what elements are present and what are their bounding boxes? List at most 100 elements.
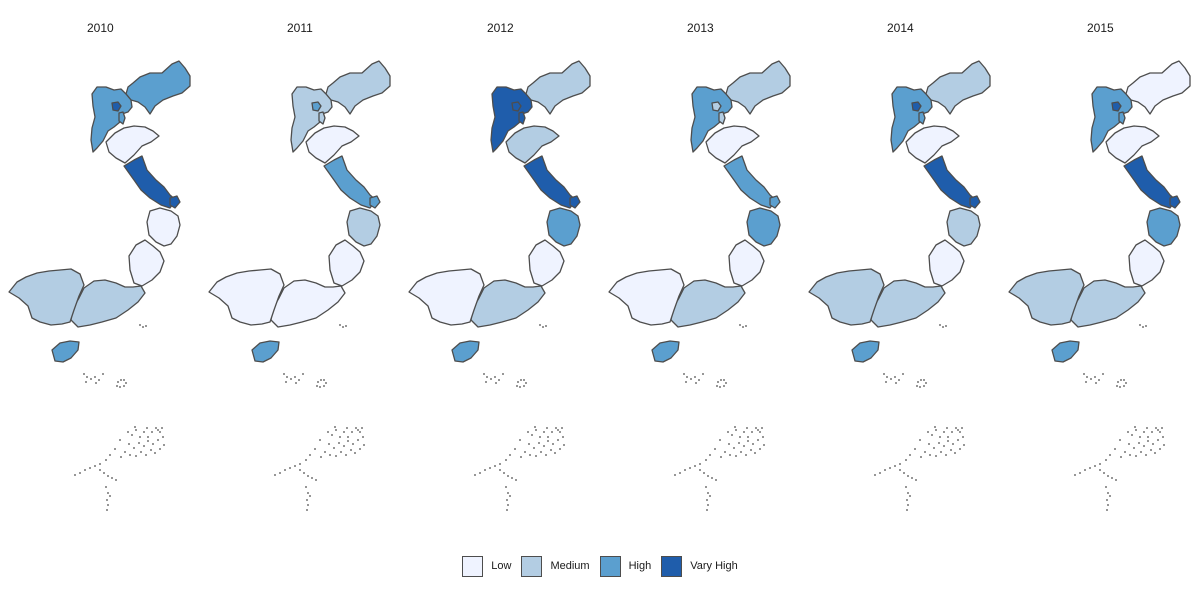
island-dot	[945, 454, 947, 456]
province-liaoning	[525, 60, 591, 115]
island-dot	[99, 463, 101, 465]
island-dot	[547, 440, 549, 442]
island-dot	[706, 509, 708, 511]
island-dot	[739, 436, 741, 438]
island-dot	[306, 499, 308, 501]
island-dot	[1114, 448, 1116, 450]
island-dot	[320, 379, 322, 381]
island-dot	[1159, 431, 1161, 433]
island-dot	[1147, 436, 1149, 438]
island-dot	[123, 385, 125, 387]
island-dot	[1151, 431, 1153, 433]
island-dot	[750, 449, 752, 451]
island-dot	[1135, 455, 1137, 457]
china-coastal-map	[1008, 60, 1191, 511]
island-dot	[540, 451, 542, 453]
island-dot	[1103, 472, 1105, 474]
province-hainan	[251, 340, 280, 363]
island-dot	[694, 376, 696, 378]
island-dot	[1095, 382, 1097, 384]
island-dot	[340, 451, 342, 453]
island-dot	[1162, 436, 1164, 438]
panel-title: 2015	[1087, 21, 1114, 35]
island-dot	[1123, 385, 1125, 387]
island-dot	[920, 456, 922, 458]
china-coastal-map	[608, 60, 791, 511]
island-dot	[514, 448, 516, 450]
island-dot	[1085, 381, 1087, 383]
island-dot	[1159, 448, 1161, 450]
island-dot	[95, 382, 97, 384]
legend-label: Vary High	[690, 560, 738, 572]
island-dot	[86, 376, 88, 378]
island-dot	[757, 429, 759, 431]
island-dot	[957, 429, 959, 431]
island-dot	[883, 373, 885, 375]
island-dot	[1139, 436, 1141, 438]
island-dot	[361, 427, 363, 429]
island-dot	[905, 486, 907, 488]
island-dot	[89, 467, 91, 469]
legend: Low Medium High Vary High	[0, 553, 1200, 579]
island-dot	[161, 427, 163, 429]
island-dot	[733, 447, 735, 449]
island-dot	[135, 429, 137, 431]
island-dot	[557, 439, 559, 441]
province-liaoning	[125, 60, 191, 115]
island-dot	[947, 440, 949, 442]
island-dot	[1140, 451, 1142, 453]
island-dot	[159, 431, 161, 433]
island-dot	[1138, 442, 1140, 444]
island-dot	[931, 434, 933, 436]
island-dot	[923, 385, 925, 387]
island-dot	[563, 444, 565, 446]
island-dot	[309, 454, 311, 456]
island-dot	[961, 427, 963, 429]
island-dot	[505, 486, 507, 488]
island-dot	[1105, 459, 1107, 461]
island-dot	[319, 386, 321, 388]
island-dot	[109, 454, 111, 456]
island-dot	[124, 451, 126, 453]
island-dot	[363, 444, 365, 446]
island-dot	[743, 431, 745, 433]
island-dot	[1154, 452, 1156, 454]
island-dot	[761, 427, 763, 429]
island-dot	[1106, 509, 1108, 511]
island-dots	[1074, 324, 1165, 511]
island-dot	[317, 381, 319, 383]
island-dot	[543, 431, 545, 433]
province-guangxi	[408, 268, 485, 326]
island-dot	[146, 427, 148, 429]
island-dot	[703, 472, 705, 474]
province-fujian	[128, 239, 165, 287]
island-dot	[342, 326, 344, 328]
island-dot	[903, 472, 905, 474]
province-jiangsu	[523, 155, 577, 209]
island-dot	[157, 429, 159, 431]
island-dot	[155, 427, 157, 429]
island-dot	[486, 376, 488, 378]
island-dot	[294, 465, 296, 467]
island-dot	[1109, 495, 1111, 497]
island-dot	[555, 427, 557, 429]
island-dot	[139, 436, 141, 438]
island-dot	[494, 465, 496, 467]
island-dot	[511, 477, 513, 479]
island-dot	[561, 427, 563, 429]
island-dot	[129, 454, 131, 456]
island-dot	[520, 456, 522, 458]
island-dot	[279, 472, 281, 474]
island-dot	[1157, 429, 1159, 431]
province-jiangsu	[323, 155, 377, 209]
island-dot	[517, 381, 519, 383]
island-dot	[740, 451, 742, 453]
island-dot	[743, 445, 745, 447]
province-guangxi	[1008, 268, 1085, 326]
island-dot	[107, 475, 109, 477]
island-dot	[84, 469, 86, 471]
island-dot	[509, 495, 511, 497]
island-dot	[943, 431, 945, 433]
province-shanghai	[1169, 195, 1181, 209]
island-dot	[909, 495, 911, 497]
